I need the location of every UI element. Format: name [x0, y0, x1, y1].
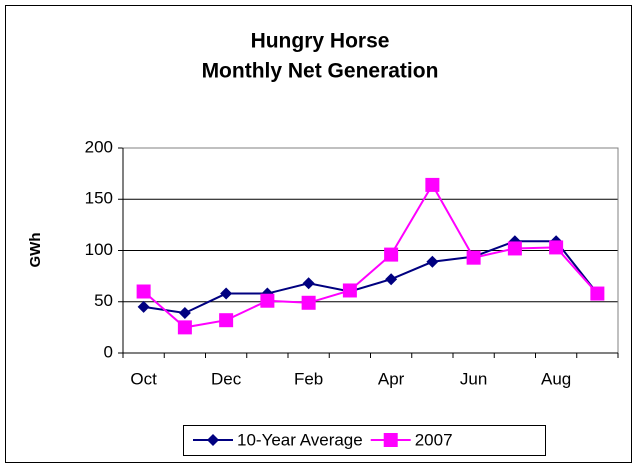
- x-tick-label: Apr: [378, 369, 405, 388]
- chart-border: [5, 5, 632, 463]
- legend: 10-Year Average 2007: [183, 425, 546, 456]
- data-point: [549, 240, 564, 255]
- data-point: [466, 250, 481, 265]
- legend-label: 10-Year Average: [237, 430, 363, 449]
- data-point: [301, 295, 316, 310]
- x-tick-label: Jun: [460, 369, 487, 388]
- data-point: [384, 247, 399, 262]
- chart-title: Hungry Horse: [251, 30, 390, 53]
- data-point: [342, 283, 357, 298]
- data-point: [302, 277, 315, 290]
- data-point: [136, 284, 151, 299]
- data-point: [507, 241, 522, 256]
- data-point: [425, 177, 440, 192]
- y-tick-label: 50: [94, 291, 113, 310]
- x-tick-label: Aug: [541, 369, 571, 388]
- legend-label: 2007: [415, 430, 453, 449]
- data-point: [385, 273, 398, 286]
- y-axis-label: GWh: [27, 233, 44, 268]
- data-point: [590, 286, 605, 301]
- y-tick-label: 200: [85, 137, 113, 156]
- x-tick-label: Dec: [211, 369, 242, 388]
- legend-marker: [207, 434, 219, 446]
- data-point: [178, 307, 191, 320]
- legend-box: [183, 425, 546, 456]
- x-tick-label: Oct: [130, 369, 157, 388]
- data-point: [426, 255, 439, 268]
- data-point: [260, 293, 275, 308]
- y-tick-label: 100: [85, 240, 113, 259]
- x-tick-label: Feb: [294, 369, 323, 388]
- data-point: [219, 313, 234, 328]
- data-point: [220, 287, 233, 300]
- y-tick-label: 0: [104, 342, 113, 361]
- series-line: [143, 240, 599, 315]
- data-point: [137, 300, 150, 313]
- legend-marker: [383, 433, 398, 447]
- y-tick-label: 150: [85, 189, 113, 208]
- chart-subtitle: Monthly Net Generation: [202, 60, 439, 83]
- data-point: [177, 320, 192, 335]
